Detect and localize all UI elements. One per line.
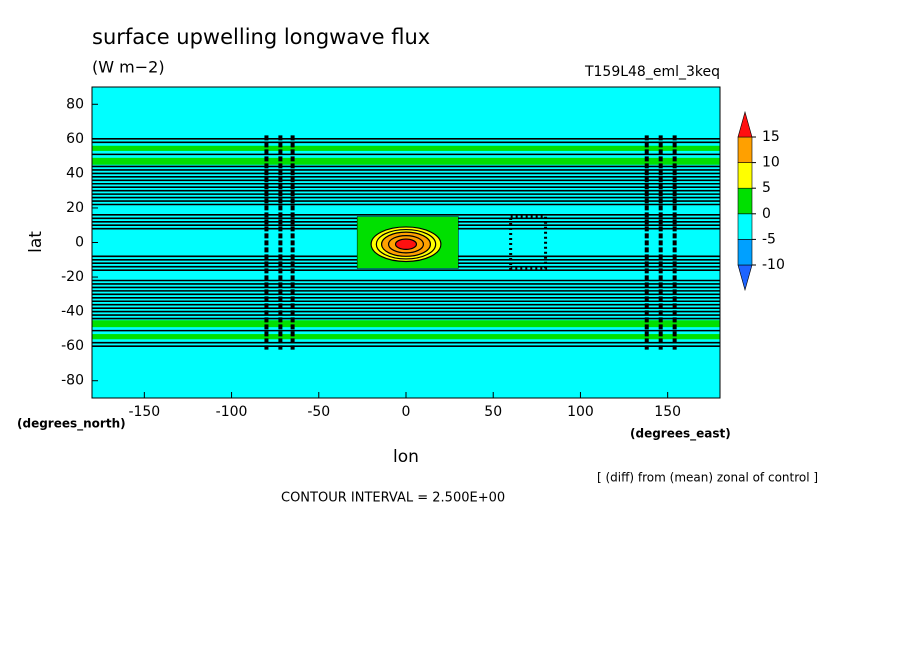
colorbar-label: -5 [762, 231, 776, 247]
y-tick-label: -20 [61, 269, 84, 285]
x-tick-label: 0 [402, 404, 411, 420]
x-tick-label: 100 [567, 404, 594, 420]
colorbar-label: -10 [762, 257, 785, 273]
colorbar-label: 0 [762, 206, 771, 222]
y-tick-label: -60 [61, 338, 84, 354]
colorbar-segment [737, 136, 753, 163]
plot [92, 87, 720, 398]
chart-title: surface upwelling longwave flux [92, 25, 430, 49]
colorbar-label: 15 [762, 129, 780, 145]
colorbar-segment [737, 213, 753, 240]
colorbar-segment [737, 162, 753, 189]
colorbar-label: 10 [762, 155, 780, 171]
y-tick-label: -80 [61, 373, 84, 389]
colorbar-segment [737, 239, 753, 266]
colorbar-label: 5 [762, 180, 771, 196]
y-tick-label: -40 [61, 304, 84, 320]
peak-ring [394, 238, 418, 251]
y-axis-label: lat [26, 231, 46, 253]
y-tick-label: 20 [66, 200, 84, 216]
y-tick-label: 0 [75, 235, 84, 251]
colorbar-segment [737, 187, 753, 215]
y-tick-label: 60 [66, 131, 84, 147]
x-tick-label: -50 [307, 404, 330, 420]
x-tick-label: -100 [216, 404, 248, 420]
band [92, 320, 720, 328]
x-tick-label: 150 [654, 404, 681, 420]
x-tick-label: -150 [128, 404, 160, 420]
x-axis-label: lon [393, 447, 419, 467]
chart-subtitle: (W m−2) [92, 58, 165, 77]
colorbar-triangle [737, 110, 753, 138]
band [92, 145, 720, 151]
note: [ (diff) from (mean) zonal of control ] [597, 471, 818, 485]
dotted-box [509, 215, 548, 270]
contour-interval: CONTOUR INTERVAL = 2.500E+00 [281, 491, 505, 506]
y-units: (degrees_north) [17, 417, 126, 432]
y-tick-label: 40 [66, 165, 84, 181]
band [92, 157, 720, 165]
x-tick-label: 50 [484, 404, 502, 420]
run-label: T159L48_eml_3keq [584, 64, 720, 80]
band [92, 334, 720, 340]
x-units: (degrees_east) [630, 427, 731, 442]
colorbar-triangle [737, 264, 753, 292]
y-tick-label: 80 [66, 96, 84, 112]
